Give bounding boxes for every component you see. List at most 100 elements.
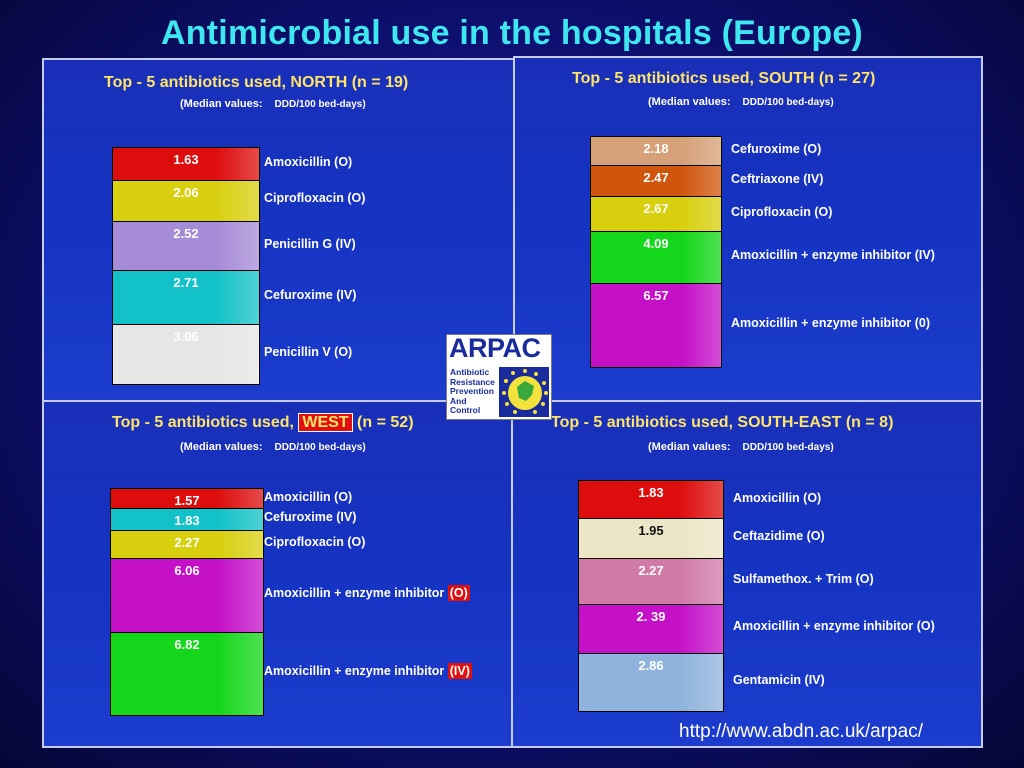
segment-value-label: 1.95 <box>638 523 664 539</box>
bar-segment: 2.18 <box>591 137 721 165</box>
bar-segment: 1.63 <box>113 148 259 181</box>
drug-name: Sulfamethox. + Trim (O) <box>733 572 874 587</box>
subtitle-text: (Median values: <box>648 441 731 453</box>
drug-name: Ciprofloxacin (O) <box>731 204 833 219</box>
segment-value-label: 2.27 <box>638 562 664 578</box>
bar-segment: 2.06 <box>113 180 259 221</box>
bar-segment: 2.27 <box>111 530 263 559</box>
subtitle-text: (Median values: <box>180 441 263 453</box>
subtitle-unit: DDD/100 bed-days) <box>742 97 834 108</box>
drug-name: Penicillin G (IV) <box>264 236 356 251</box>
bar-segment: 1.83 <box>579 481 723 519</box>
route-tag: (O) <box>447 584 470 601</box>
bar-segment: 1.83 <box>111 508 263 531</box>
chart-subtitle-south: (Median values: DDD/100 bed-days) <box>648 96 834 108</box>
bar-segment: 2.47 <box>591 164 721 197</box>
stacked-bar-south-east: 1.83 1.95 2.27 2. 39 2.86 <box>578 480 724 712</box>
segment-value-label: 6.06 <box>174 563 200 579</box>
segment-drug-label: Gentamicin (IV) <box>733 673 825 687</box>
drug-name: Ceftazidime (O) <box>733 529 825 544</box>
drug-name: Amoxicillin + enzyme inhibitor <box>264 585 445 600</box>
arpac-logo: ARPAC Antibiotic Resistance Prevention A… <box>446 333 552 420</box>
segment-value-label: 1.83 <box>638 485 664 500</box>
logo-line: Control <box>450 405 481 415</box>
segment-drug-label: Amoxicillin (O) <box>264 155 352 169</box>
drug-name: Amoxicillin (O) <box>733 490 822 505</box>
segment-value-label: 2.71 <box>173 275 199 291</box>
stacked-bar-south: 2.18 2.47 2.67 4.09 6.57 <box>590 136 722 368</box>
drug-name: Penicillin V (O) <box>264 344 353 359</box>
chart-title-suffix: (n = 19) <box>347 74 409 91</box>
bar-segment: 6.06 <box>111 558 263 632</box>
subtitle-text: (Median values: <box>648 96 731 108</box>
segment-value-label: 1.83 <box>174 513 200 529</box>
segment-value-label: 2.47 <box>643 169 669 185</box>
segment-value-label: 2.18 <box>643 141 669 156</box>
bar-segment: 2.52 <box>113 220 259 271</box>
chart-subtitle-south-east: (Median values: DDD/100 bed-days) <box>648 441 834 453</box>
europe-stars-icon <box>499 367 549 417</box>
source-url[interactable]: http://www.abdn.ac.uk/arpac/ <box>679 721 923 742</box>
chart-title-south-east: Top - 5 antibiotics used, SOUTH-EAST (n … <box>551 414 893 432</box>
segment-value-label: 1.63 <box>173 152 199 167</box>
segment-value-label: 4.09 <box>643 235 669 251</box>
segment-value-label: 1.57 <box>174 493 200 508</box>
chart-title-west: Top - 5 antibiotics used, WEST (n = 52) <box>112 413 414 432</box>
bar-segment: 3.06 <box>113 323 259 384</box>
drug-name: Cefuroxime (O) <box>731 141 822 156</box>
bar-segment: 2.71 <box>113 270 259 324</box>
bar-segment: 1.57 <box>111 489 263 509</box>
logo-text: Antibiotic Resistance Prevention And Con… <box>450 367 495 416</box>
segment-value-label: 3.06 <box>173 328 199 344</box>
drug-name: Cefuroxime (IV) <box>264 288 357 303</box>
page-title: Antimicrobial use in the hospitals (Euro… <box>161 14 863 52</box>
chart-title-suffix: (n = 8) <box>841 414 894 431</box>
segment-drug-label: Cefuroxime (O) <box>731 142 821 156</box>
bar-segment: 2.86 <box>579 652 723 711</box>
bar-segment: 2.27 <box>579 557 723 605</box>
segment-drug-label: Amoxicillin (O) <box>264 490 352 504</box>
segment-drug-label: Penicillin V (O) <box>264 345 352 359</box>
bar-segment: 6.57 <box>591 282 721 367</box>
segment-drug-label: Amoxicillin (O) <box>733 491 821 505</box>
segment-drug-label: Amoxicillin + enzyme inhibitor (O) <box>264 584 470 601</box>
segment-drug-label: Amoxicillin + enzyme inhibitor (O) <box>733 619 935 633</box>
segment-drug-label: Ciprofloxacin (O) <box>264 535 365 549</box>
segment-drug-label: Amoxicillin + enzyme inhibitor (IV) <box>264 663 472 680</box>
segment-drug-label: Ceftazidime (O) <box>733 529 825 543</box>
subtitle-unit: DDD/100 bed-days) <box>274 442 366 453</box>
logo-name: ARPAC <box>449 333 541 363</box>
logo-line: Prevention <box>450 386 494 396</box>
stacked-bar-west: 1.57 1.83 2.27 6.06 6.82 <box>110 488 264 716</box>
segment-drug-label: Ciprofloxacin (O) <box>731 205 832 219</box>
bar-segment: 4.09 <box>591 230 721 283</box>
chart-title-region: WEST <box>298 413 353 432</box>
subtitle-unit: DDD/100 bed-days) <box>274 99 366 110</box>
segment-drug-label: Cefuroxime (IV) <box>264 288 356 302</box>
segment-drug-label: Ciprofloxacin (O) <box>264 191 365 205</box>
chart-title-prefix: Top - 5 antibiotics used, <box>104 74 291 91</box>
segment-value-label: 2. 39 <box>636 609 666 625</box>
bar-segment: 2.67 <box>591 196 721 231</box>
drug-name: Ciprofloxacin (O) <box>264 191 366 206</box>
segment-value-label: 2.06 <box>173 185 199 201</box>
segment-drug-label: Amoxicillin + enzyme inhibitor (0) <box>731 316 930 330</box>
segment-value-label: 6.57 <box>643 287 669 303</box>
drug-name: Amoxicillin + enzyme inhibitor <box>264 664 445 679</box>
drug-name: Amoxicillin + enzyme inhibitor (O) <box>733 619 935 634</box>
segment-drug-label: Cefuroxime (IV) <box>264 510 356 524</box>
segment-drug-label: Amoxicillin + enzyme inhibitor (IV) <box>731 248 935 262</box>
drug-name: Ciprofloxacin (O) <box>264 535 366 550</box>
chart-title-suffix: (n = 27) <box>814 70 876 87</box>
drug-name: Amoxicillin (O) <box>264 489 353 504</box>
chart-title-south: Top - 5 antibiotics used, SOUTH (n = 27) <box>572 70 875 88</box>
drug-name: Cefuroxime (IV) <box>264 510 357 525</box>
bar-segment: 1.95 <box>579 518 723 558</box>
chart-title-prefix: Top - 5 antibiotics used, <box>112 414 299 431</box>
segment-drug-label: Penicillin G (IV) <box>264 237 356 251</box>
drug-name: Amoxicillin + enzyme inhibitor (0) <box>731 315 930 330</box>
drug-name: Amoxicillin (O) <box>264 155 353 170</box>
bar-segment: 6.82 <box>111 631 263 715</box>
chart-title-north: Top - 5 antibiotics used, NORTH (n = 19) <box>104 74 408 92</box>
segment-value-label: 6.82 <box>174 636 200 652</box>
